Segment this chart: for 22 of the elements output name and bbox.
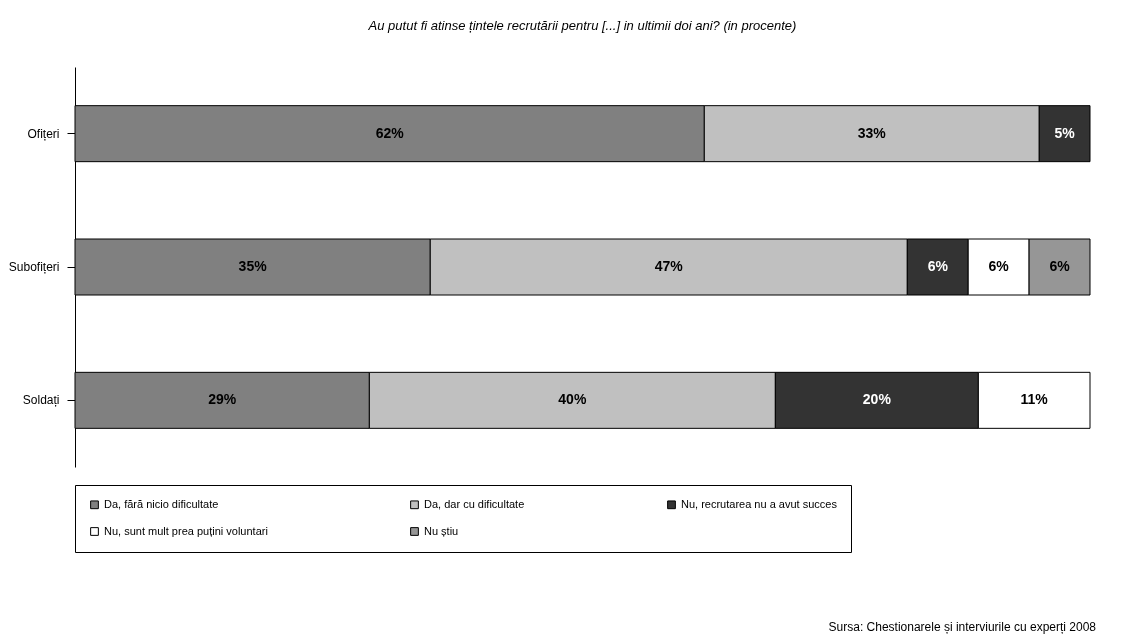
text: Sursa: Chestionarele și interviurile cu experți 2008 [828, 620, 1096, 634]
data-label: 6% [1049, 258, 1071, 274]
data-label: 20% [862, 391, 892, 408]
data-label: 35% [238, 258, 268, 274]
y-tick-label: Ofițeri [27, 126, 60, 141]
data-label: 11% [1020, 391, 1049, 408]
data-label: 29% [208, 391, 237, 408]
data-label: 33% [857, 124, 887, 141]
legend-label: Nu, sunt mult prea puțini voluntari [104, 524, 268, 537]
data-label: 47% [654, 258, 684, 274]
y-tick-label: Soldați [22, 393, 60, 408]
data-label: 62% [375, 124, 405, 141]
data-label: 6% [988, 258, 1010, 274]
legend-label: Nu, recrutarea nu a avut succes [681, 497, 838, 510]
data-label: 6% [927, 258, 949, 274]
legend-label: Da, fără nicio dificultate [104, 497, 219, 510]
chart-title: Au putut fi atinse țintele recrutării pentru [...] in ultimii doi ani? (in procente) [367, 18, 797, 33]
y-tick-label: Subofițeri [8, 260, 60, 274]
data-label: 40% [558, 391, 587, 408]
legend-label: Da, dar cu dificultate [424, 497, 525, 510]
data-label: 5% [1054, 124, 1076, 141]
legend-label: Nu știu [424, 524, 459, 537]
